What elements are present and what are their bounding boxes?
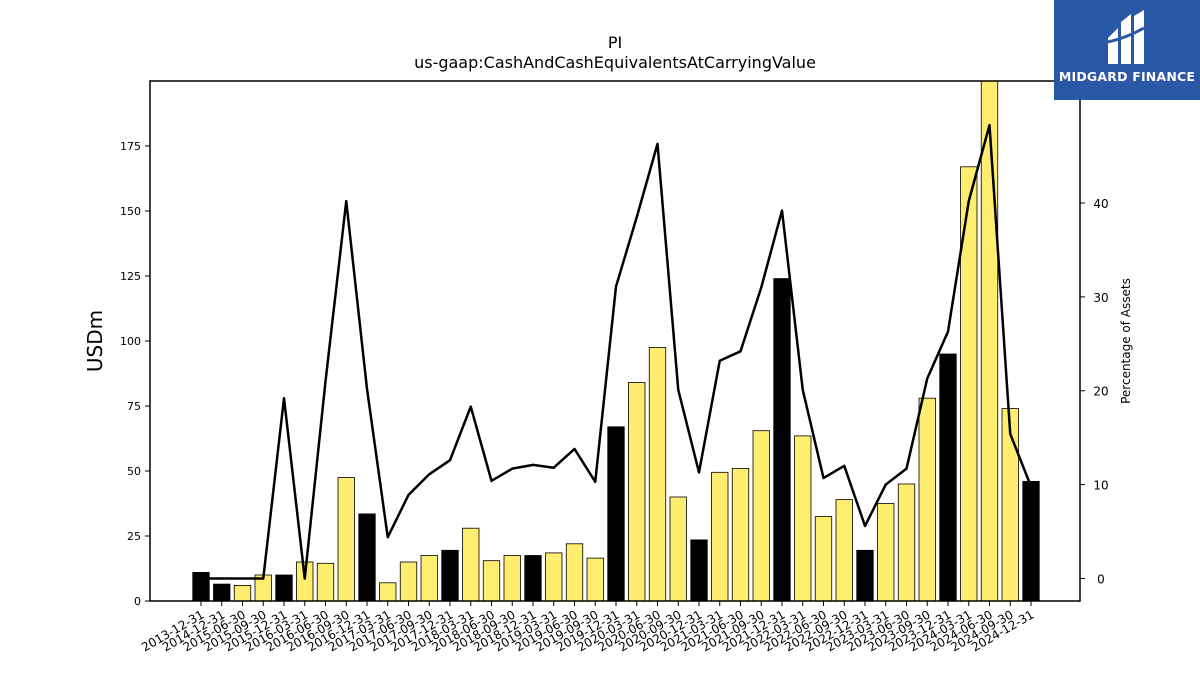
- y-tick-label: 50: [127, 465, 141, 478]
- bar-2018-09-30: [503, 555, 521, 602]
- bar-2023-06-30: [897, 483, 916, 602]
- brand-logo: MIDGARD FINANCE: [1054, 0, 1200, 100]
- y2-tick-label: 40: [1093, 197, 1108, 211]
- bar-2017-06-30: [399, 561, 418, 602]
- bar-2017-09-30: [420, 555, 438, 602]
- bar-2024-12-31: [1022, 480, 1040, 602]
- y2-tick-label: 10: [1093, 479, 1108, 493]
- chart-subtitle: us-gaap:CashAndCashEquivalentsAtCarrying…: [414, 53, 816, 72]
- bar-2022-12-31: [856, 549, 874, 602]
- bar-2023-03-31: [877, 503, 895, 602]
- y-tick-label: 100: [120, 335, 141, 348]
- bar-2015-12-31: [275, 574, 293, 602]
- y-tick-label: 0: [134, 595, 141, 608]
- bar-2019-03-31: [545, 552, 563, 602]
- midgard-logo-icon: [1107, 10, 1145, 64]
- y-tick-label: 125: [120, 270, 141, 283]
- bar-2017-12-31: [441, 549, 459, 602]
- bar-2021-12-31: [773, 278, 791, 602]
- bar-2013-12-31: [192, 572, 210, 602]
- bar-2021-06-30: [731, 467, 750, 602]
- y2-tick-label: 20: [1093, 385, 1108, 399]
- y2-tick-label: 30: [1093, 291, 1108, 305]
- bar-2017-03-31: [379, 582, 397, 602]
- chart-title: PI: [608, 33, 622, 52]
- bar-2022-06-30: [814, 516, 833, 602]
- y-tick-label: 150: [120, 205, 141, 218]
- bar-2016-09-30: [337, 477, 355, 602]
- y-axis-label: USDm: [83, 310, 107, 372]
- bar-2023-09-30: [918, 397, 936, 602]
- bar-2016-06-30: [316, 562, 335, 602]
- y-tick-label: 25: [127, 530, 141, 543]
- bar-2023-12-31: [939, 353, 957, 602]
- bar-2021-09-30: [752, 430, 770, 602]
- y-tick-label: 175: [120, 140, 141, 153]
- bar-2018-03-31: [462, 527, 480, 602]
- bar-2015-06-30: [233, 585, 252, 602]
- bar-2021-03-31: [711, 471, 729, 602]
- bar-2018-06-30: [482, 560, 501, 602]
- bar-2022-03-31: [794, 435, 812, 602]
- percentage-line: [201, 123, 1033, 580]
- bar-2020-03-31: [628, 382, 646, 602]
- bar-2018-12-31: [524, 555, 542, 602]
- logo-text: MIDGARD FINANCE: [1058, 69, 1196, 84]
- bar-2014-12-31: [213, 583, 231, 602]
- y-tick-label: 75: [127, 400, 141, 413]
- bar-2016-12-31: [358, 513, 376, 602]
- bar-2022-09-30: [835, 499, 853, 602]
- y2-tick-label: 0: [1097, 572, 1105, 586]
- bar-2024-06-30: [980, 80, 999, 602]
- bar-2024-09-30: [1001, 408, 1019, 602]
- bar-2019-12-31: [607, 426, 625, 602]
- bar-2020-06-30: [648, 347, 667, 602]
- bar-2019-09-30: [586, 557, 604, 602]
- bar-2020-09-30: [669, 496, 687, 602]
- y2-axis-label: Percentage of Assets: [1119, 278, 1133, 404]
- bar-2019-06-30: [565, 543, 584, 602]
- bar-2020-12-31: [690, 539, 708, 602]
